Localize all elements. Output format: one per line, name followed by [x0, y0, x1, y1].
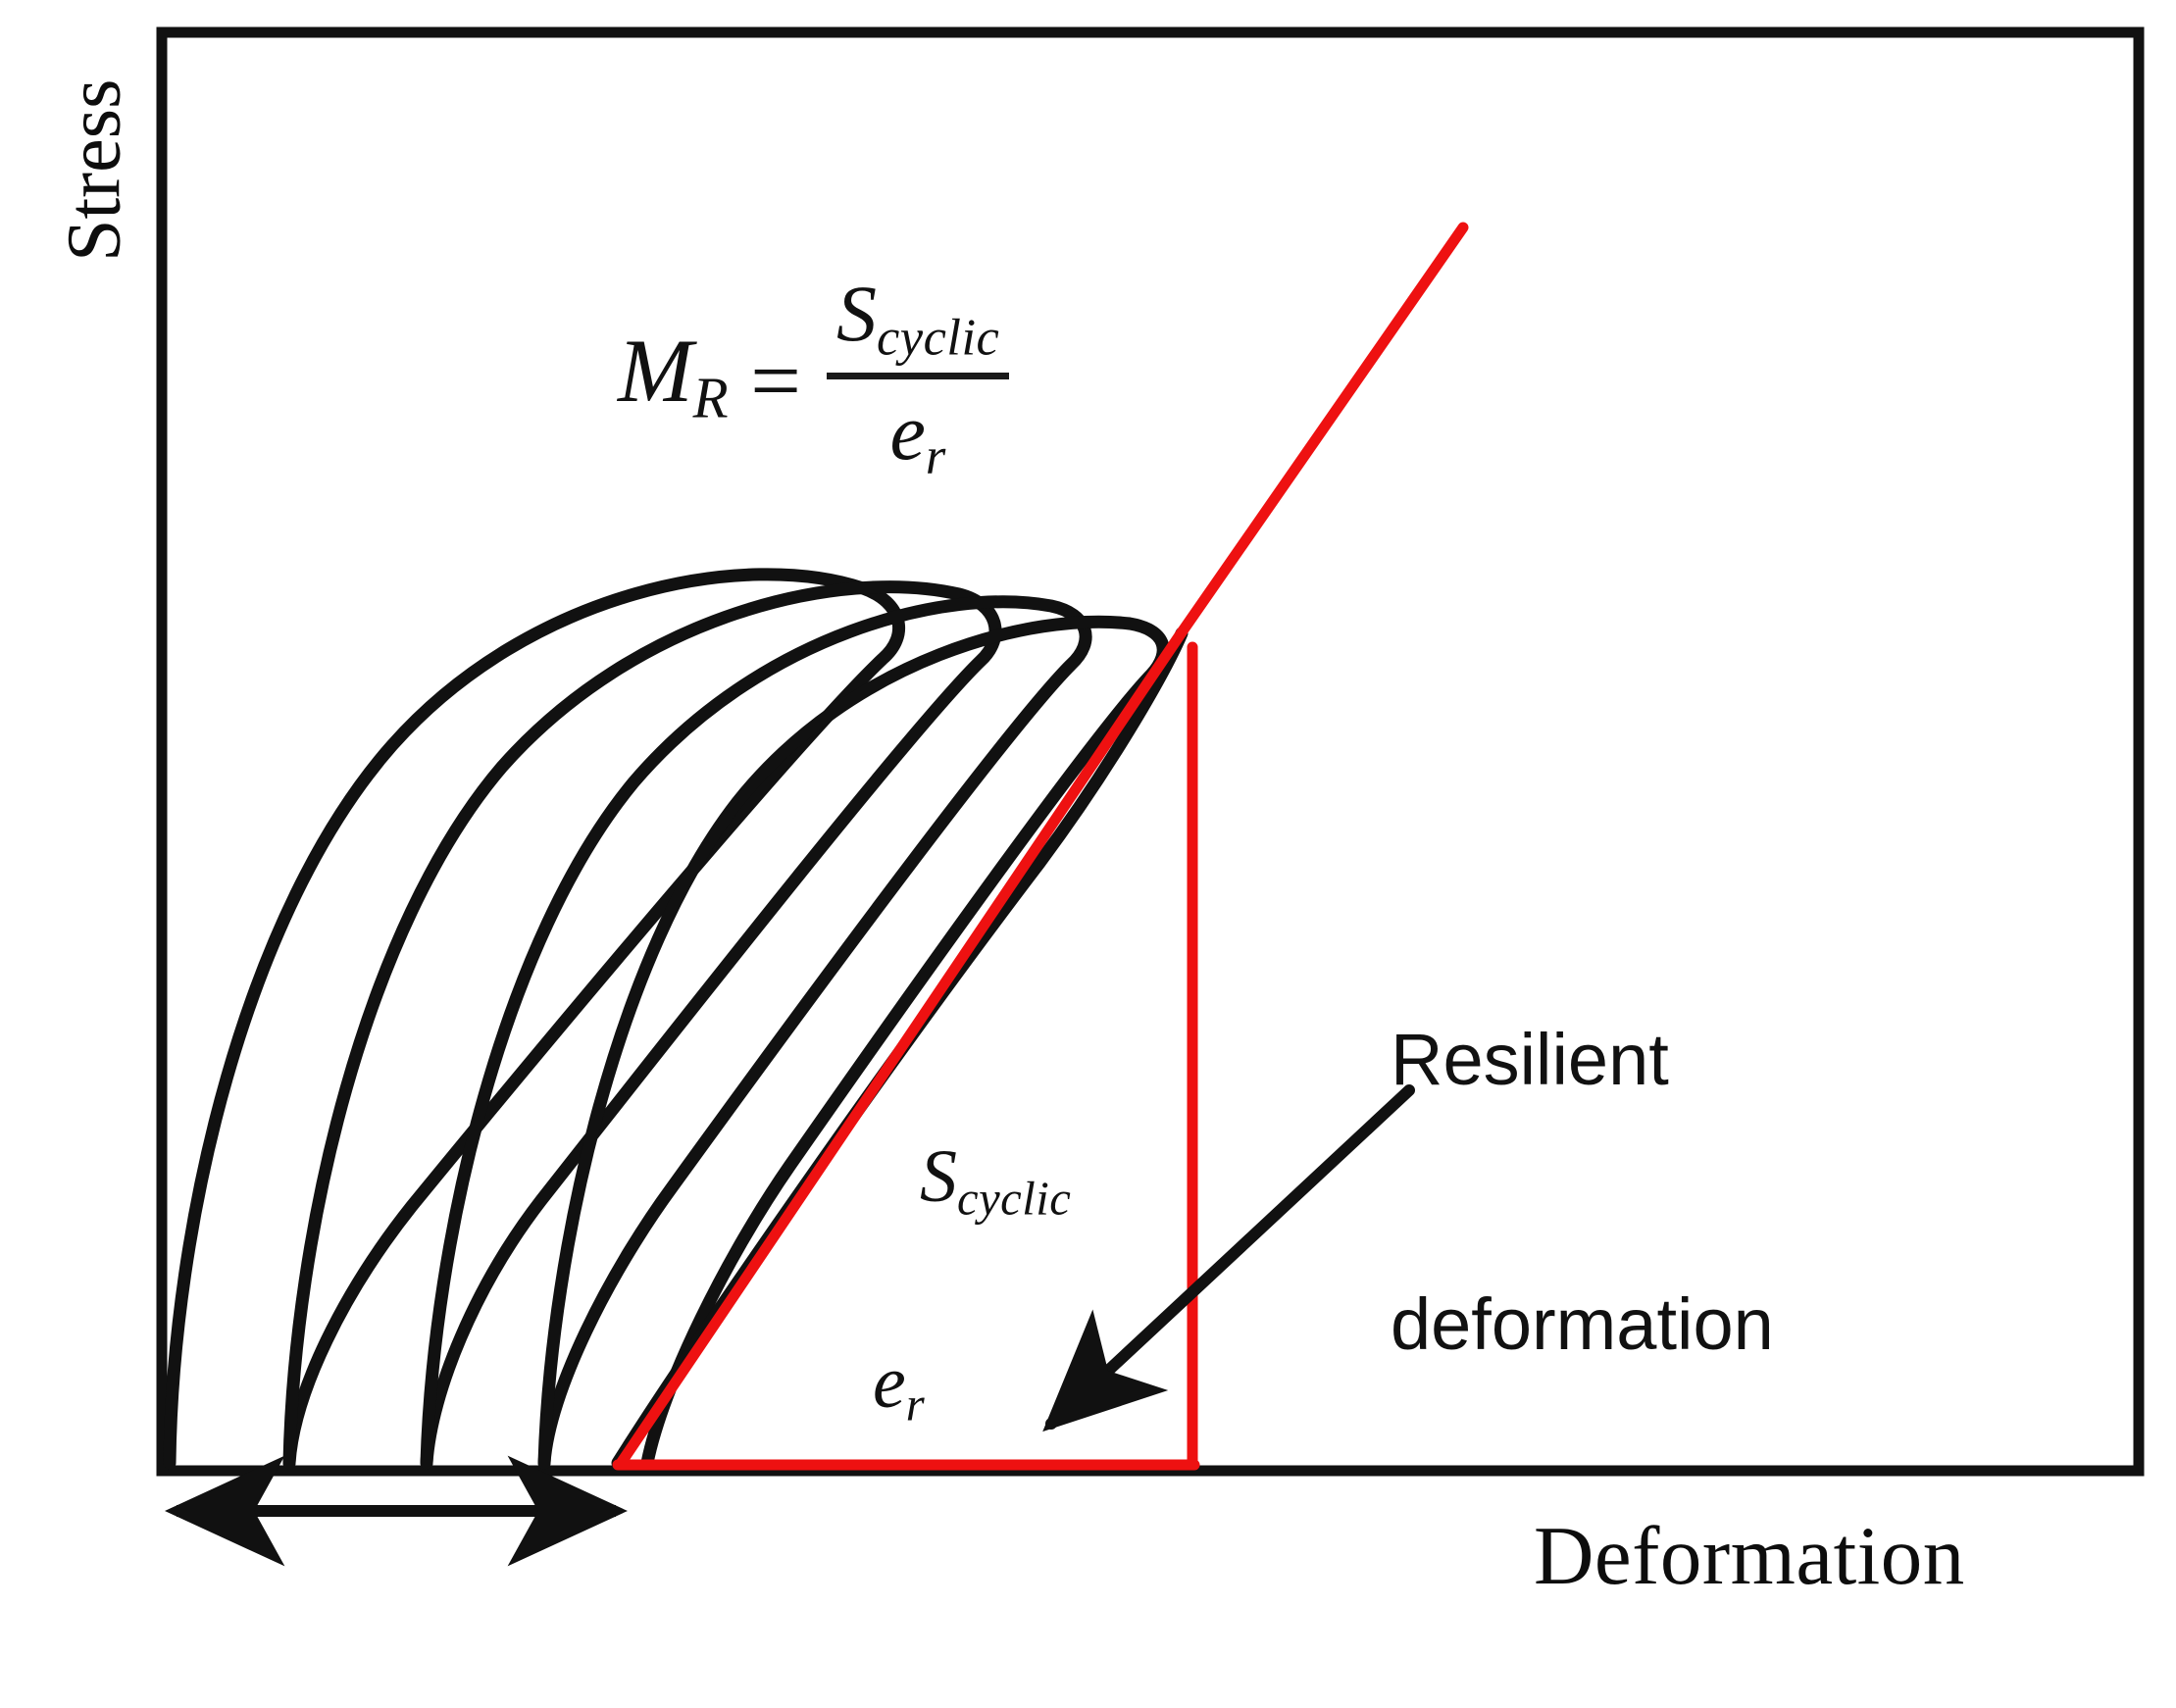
y-axis-title: Stress	[50, 78, 136, 262]
equation-denominator: er	[880, 379, 955, 485]
resilient-modulus-construction	[612, 222, 1469, 1471]
equation-equals-sign: =	[750, 330, 801, 431]
equation-numerator: Scyclic	[827, 269, 1009, 373]
equation-denominator-subscript: r	[925, 428, 946, 486]
equation-lhs: MR	[618, 321, 729, 430]
triangle-hypotenuse	[614, 627, 1188, 1471]
equation-lhs-symbol: M	[618, 320, 693, 421]
hysteresis-loop-3	[420, 595, 1092, 1470]
accumulative-deformation-caption: Accumulative Permanent Deformation	[10, 1552, 755, 1708]
equation-fraction: Scyclic er	[827, 269, 1010, 486]
hysteresis-loop-4	[537, 615, 1170, 1470]
e-r-symbol: e	[873, 1341, 906, 1424]
resilient-pointer-arrow	[1042, 1084, 1415, 1432]
x-axis-title: Deformation	[1534, 1510, 1965, 1602]
resilient-deformation-annotation: Resilient deformation	[1391, 838, 1774, 1546]
resilient-modulus-equation: MR = Scyclic er	[618, 267, 1010, 486]
s-cyclic-symbol: S	[920, 1135, 957, 1218]
equation-fraction-bar	[827, 373, 1010, 380]
e-r-label: er	[873, 1341, 925, 1432]
hysteresis-loops	[163, 568, 1189, 1470]
equation-numerator-subscript: cyclic	[877, 309, 1000, 367]
hysteresis-loop-1	[163, 568, 905, 1470]
equation-denominator-symbol: e	[889, 387, 926, 477]
modulus-slope-line	[1176, 222, 1469, 638]
resilient-annotation-line1: Resilient	[1391, 1018, 1669, 1100]
s-cyclic-label: Scyclic	[920, 1135, 1071, 1226]
e-r-subscript: r	[905, 1378, 926, 1432]
accumulative-caption-line1: Accumulative Permanent	[10, 1695, 755, 1708]
s-cyclic-subscript: cyclic	[957, 1172, 1072, 1226]
equation-lhs-subscript: R	[692, 366, 730, 430]
plot-frame	[156, 26, 2145, 1477]
resilient-annotation-line2: deformation	[1391, 1283, 1774, 1366]
equation-numerator-symbol: S	[836, 269, 877, 358]
